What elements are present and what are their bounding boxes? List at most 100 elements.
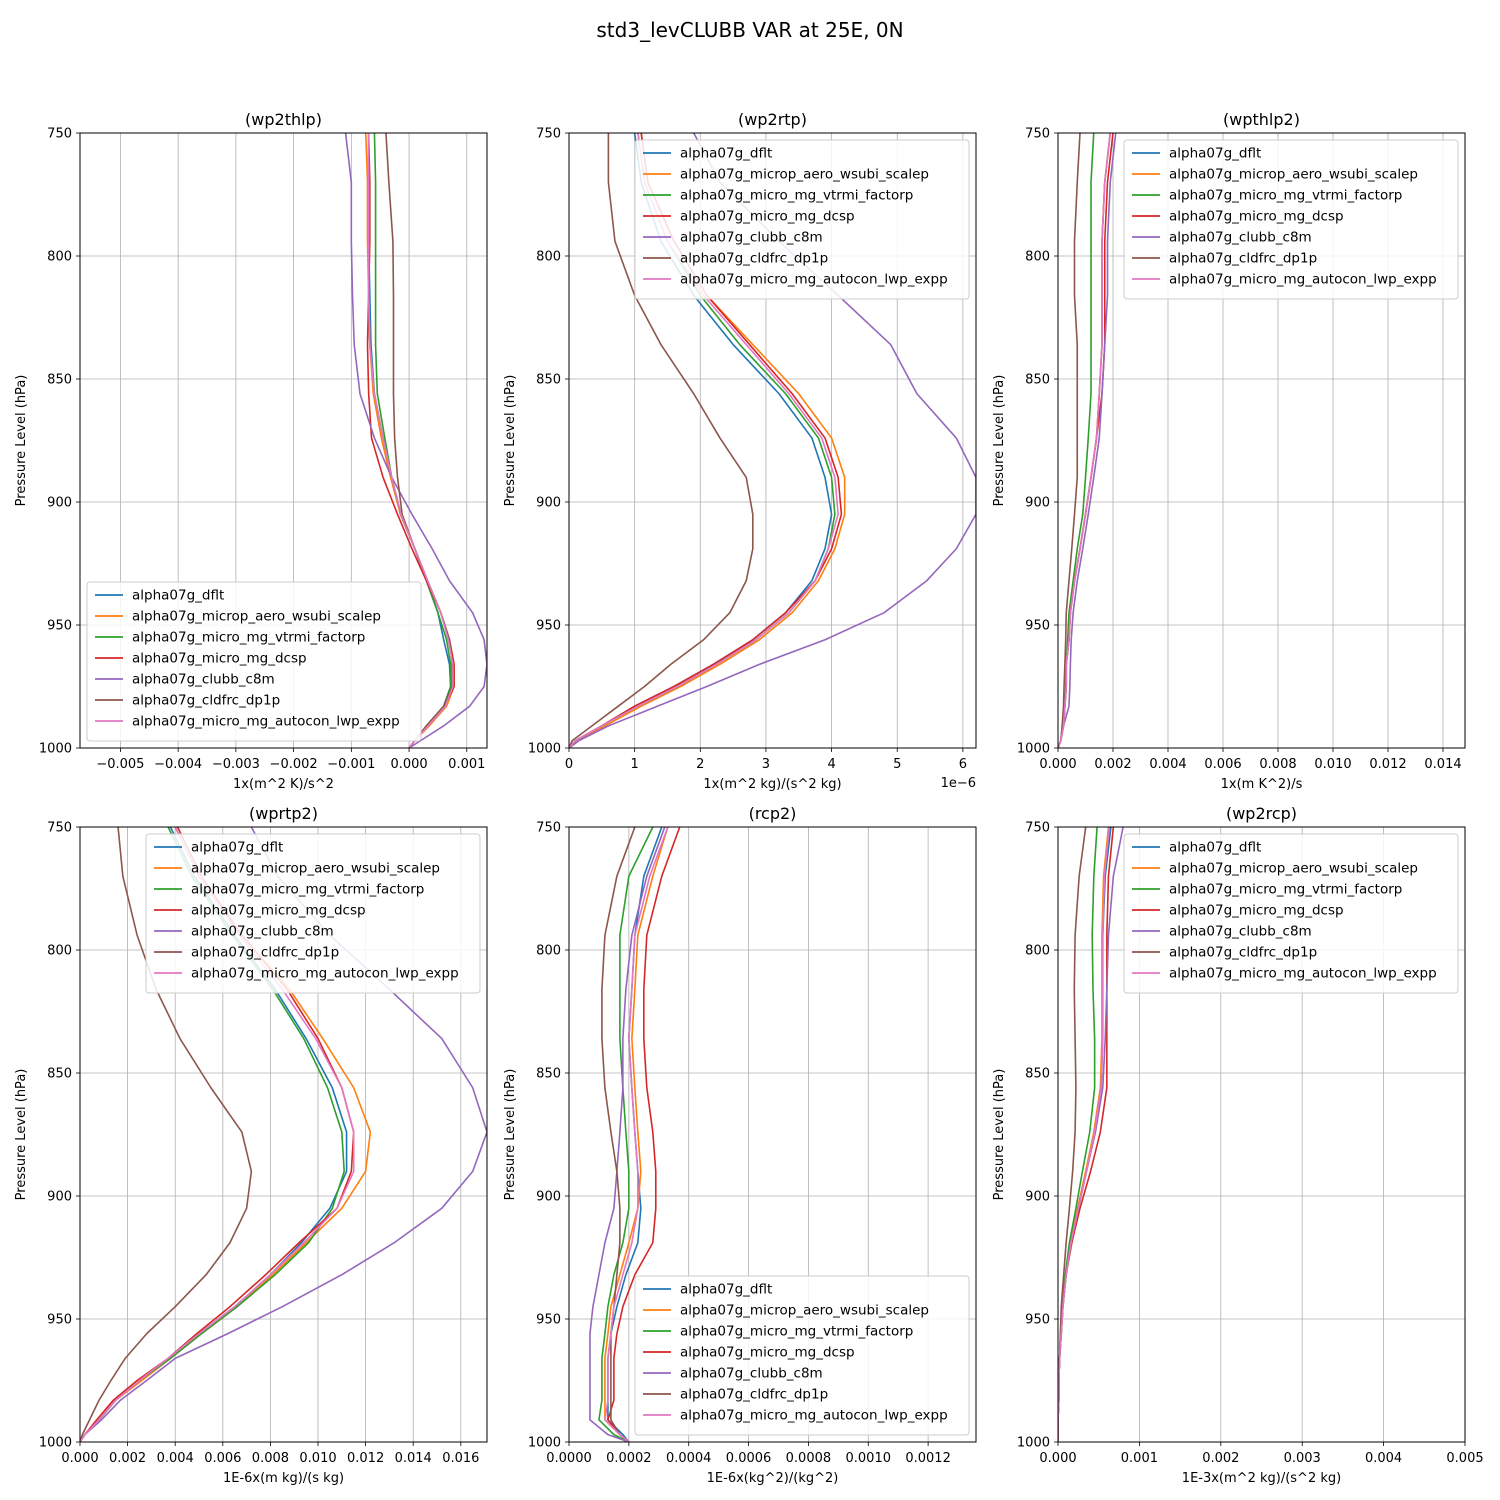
y-tick-label: 1000 bbox=[528, 1436, 561, 1451]
y-tick-label: 750 bbox=[536, 821, 561, 836]
legend-entry: alpha07g_micro_mg_vtrmi_factorp bbox=[132, 630, 365, 646]
legend: alpha07g_dflt alpha07g_microp_aero_wsubi_… bbox=[1123, 139, 1459, 300]
y-tick-label: 850 bbox=[536, 1067, 561, 1082]
series-line-alpha07g_micro_mg_autocon_lwp_expp bbox=[604, 827, 669, 1442]
axes-frame bbox=[568, 826, 977, 1443]
subplot-title: (wpthlp2) bbox=[1223, 110, 1300, 129]
legend: alpha07g_dflt alpha07g_microp_aero_wsubi_… bbox=[86, 581, 422, 742]
x-tick-label: 1 bbox=[631, 757, 639, 772]
x-tick-label: 0.004 bbox=[1365, 1451, 1402, 1466]
legend-entry: alpha07g_clubb_c8m bbox=[1169, 230, 1312, 246]
y-tick-label: 750 bbox=[536, 127, 561, 142]
y-tick-label: 950 bbox=[47, 619, 72, 634]
x-tick-label: 0.002 bbox=[1094, 757, 1131, 772]
y-tick-label: 1000 bbox=[1017, 1436, 1050, 1451]
legend-entry: alpha07g_micro_mg_dcsp bbox=[680, 1345, 855, 1361]
x-tick-label: 0.0006 bbox=[726, 1451, 772, 1466]
legend-entry: alpha07g_microp_aero_wsubi_scalep bbox=[1169, 861, 1418, 877]
legend-entry: alpha07g_clubb_c8m bbox=[680, 1366, 823, 1382]
x-tick-label: 0.014 bbox=[395, 1451, 432, 1466]
x-axis-label: 1x(m^2 K)/s^2 bbox=[233, 777, 334, 792]
y-axis-label: Pressure Level (hPa) bbox=[14, 1069, 29, 1201]
x-tick-label: 0.0012 bbox=[905, 1451, 951, 1466]
x-tick-label: 0.014 bbox=[1424, 757, 1461, 772]
series-group bbox=[1058, 133, 1117, 748]
series-line-alpha07g_micro_mg_autocon_lwp_expp bbox=[1058, 133, 1112, 748]
x-tick-label: 0.004 bbox=[1149, 757, 1186, 772]
y-tick-label: 800 bbox=[536, 250, 561, 265]
x-tick-label: 5 bbox=[893, 757, 901, 772]
legend-entry: alpha07g_dflt bbox=[1169, 840, 1261, 856]
legend-entry: alpha07g_micro_mg_dcsp bbox=[132, 651, 307, 667]
legend-box bbox=[634, 139, 970, 300]
x-axis-label: 1E-3x(m^2 kg)/(s^2 kg) bbox=[1182, 1471, 1341, 1486]
legend-entry: alpha07g_micro_mg_vtrmi_factorp bbox=[680, 188, 913, 204]
legend-entry: alpha07g_micro_mg_vtrmi_factorp bbox=[191, 882, 424, 898]
x-tick-label: 0.006 bbox=[204, 1451, 241, 1466]
x-tick-label: 0.0004 bbox=[666, 1451, 712, 1466]
series-line-alpha07g_micro_mg_autocon_lwp_expp bbox=[1058, 827, 1111, 1442]
y-tick-label: 900 bbox=[1025, 496, 1050, 511]
y-tick-label: 850 bbox=[1025, 373, 1050, 388]
legend: alpha07g_dflt alpha07g_microp_aero_wsubi_… bbox=[634, 1275, 970, 1436]
x-tick-label: 0.008 bbox=[252, 1451, 289, 1466]
y-tick-label: 800 bbox=[1025, 250, 1050, 265]
x-tick-label: 0 bbox=[565, 757, 573, 772]
y-tick-label: 1000 bbox=[39, 742, 72, 757]
series-group bbox=[1058, 827, 1124, 1442]
legend-entry: alpha07g_micro_mg_vtrmi_factorp bbox=[680, 1324, 913, 1340]
legend-entry: alpha07g_dflt bbox=[680, 1282, 772, 1298]
y-tick-label: 1000 bbox=[528, 742, 561, 757]
series-line-alpha07g_micro_mg_vtrmi_factorp bbox=[598, 827, 654, 1442]
series-line-alpha07g_clubb_c8m bbox=[344, 133, 487, 748]
legend-entry: alpha07g_micro_mg_autocon_lwp_expp bbox=[680, 272, 948, 288]
y-tick-label: 950 bbox=[47, 1313, 72, 1328]
x-axis-label: 1x(m K^2)/s bbox=[1221, 777, 1303, 792]
subplot-4: 0.000 0.002 0.004 0.006 0.008 0.010 0.012 0.014… bbox=[14, 804, 488, 1486]
axes-frame bbox=[79, 132, 488, 749]
subplot-title: (wp2thlp) bbox=[245, 110, 322, 129]
x-tick-label: 0.0002 bbox=[606, 1451, 652, 1466]
x-tick-label: −0.004 bbox=[154, 757, 202, 772]
x-tick-label: 2 bbox=[696, 757, 704, 772]
legend-entry: alpha07g_dflt bbox=[132, 588, 224, 604]
legend-entry: alpha07g_micro_mg_autocon_lwp_expp bbox=[191, 966, 459, 982]
legend-entry: alpha07g_micro_mg_dcsp bbox=[1169, 903, 1344, 919]
y-tick-label: 900 bbox=[47, 496, 72, 511]
series-line-alpha07g_micro_mg_autocon_lwp_expp bbox=[367, 133, 454, 748]
x-tick-label: 0.001 bbox=[1121, 1451, 1158, 1466]
legend-box bbox=[145, 833, 481, 994]
subplot-5: 0.0000 0.0002 0.0004 0.0006 0.0008 0.0010 0.00… bbox=[503, 804, 977, 1486]
legend-entry: alpha07g_microp_aero_wsubi_scalep bbox=[132, 609, 381, 625]
legend-entry: alpha07g_micro_mg_vtrmi_factorp bbox=[1169, 188, 1402, 204]
x-tick-label: 0.004 bbox=[157, 1451, 194, 1466]
y-axis-label: Pressure Level (hPa) bbox=[503, 1069, 518, 1201]
y-tick-label: 950 bbox=[536, 619, 561, 634]
series-line-alpha07g_cldfrc_dp1p bbox=[601, 827, 636, 1442]
y-tick-label: 850 bbox=[47, 1067, 72, 1082]
subplot-2: 0 1 2 3 4 5 6 750 800 850 900 950 1000 (wp2rtp) 1x(m^2… bbox=[503, 110, 977, 792]
x-tick-label: 0.006 bbox=[1204, 757, 1241, 772]
y-tick-label: 850 bbox=[1025, 1067, 1050, 1082]
x-tick-label: 0.0010 bbox=[846, 1451, 892, 1466]
y-tick-label: 900 bbox=[1025, 1190, 1050, 1205]
subplot-title: (wp2rcp) bbox=[1226, 804, 1297, 823]
legend-entry: alpha07g_cldfrc_dp1p bbox=[132, 693, 280, 709]
x-tick-label: 6 bbox=[959, 757, 967, 772]
legend-entry: alpha07g_cldfrc_dp1p bbox=[680, 251, 828, 267]
legend-box bbox=[86, 581, 422, 742]
legend-entry: alpha07g_micro_mg_dcsp bbox=[191, 903, 366, 919]
x-tick-label: 0.000 bbox=[1039, 1451, 1076, 1466]
subplot-3: 0.000 0.002 0.004 0.006 0.008 0.010 0.012 0.014… bbox=[992, 110, 1466, 792]
x-tick-label: −0.003 bbox=[212, 757, 260, 772]
y-tick-label: 1000 bbox=[39, 1436, 72, 1451]
x-tick-label: 0.000 bbox=[390, 757, 427, 772]
x-axis-label: 1x(m^2 kg)/(s^2 kg) bbox=[703, 777, 841, 792]
legend: alpha07g_dflt alpha07g_microp_aero_wsubi_… bbox=[634, 139, 970, 300]
legend-entry: alpha07g_clubb_c8m bbox=[132, 672, 275, 688]
y-tick-label: 800 bbox=[536, 944, 561, 959]
x-tick-label: 4 bbox=[827, 757, 835, 772]
legend-entry: alpha07g_micro_mg_autocon_lwp_expp bbox=[1169, 966, 1437, 982]
legend-entry: alpha07g_micro_mg_dcsp bbox=[680, 209, 855, 225]
legend-entry: alpha07g_microp_aero_wsubi_scalep bbox=[680, 167, 929, 183]
